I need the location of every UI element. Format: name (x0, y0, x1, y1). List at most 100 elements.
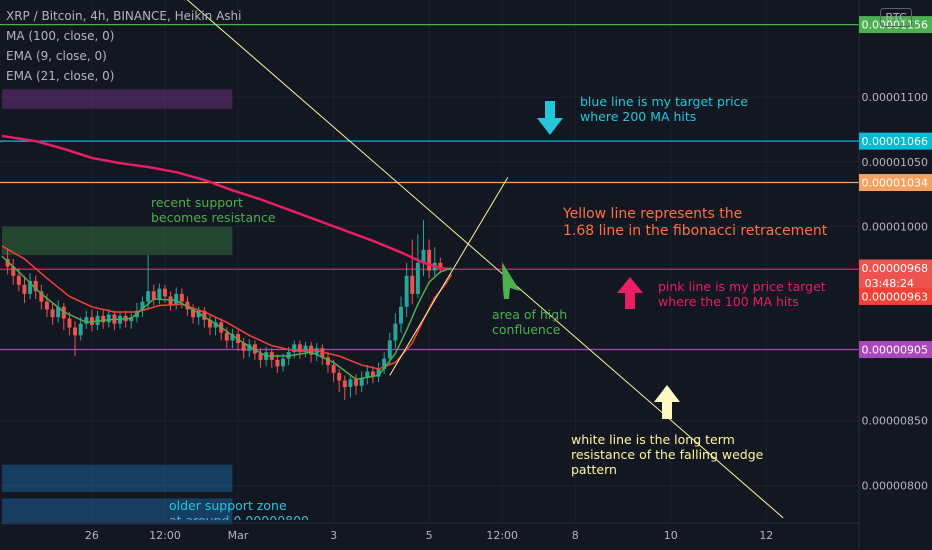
candle-body (281, 358, 285, 367)
candle-body (415, 262, 420, 294)
y-tick-label: 0.00001100 (862, 91, 928, 104)
x-tick-label: 10 (664, 529, 678, 542)
price-tag-last-price (859, 259, 932, 292)
ema21-legend[interactable]: EMA (21, close, 0) (6, 69, 115, 83)
price-tag-purple-label: 0.00000905 (862, 344, 928, 357)
candle-body (359, 378, 364, 386)
candle-body (275, 359, 280, 367)
candle-body (78, 323, 83, 336)
ema21-line (1, 245, 453, 370)
x-tick-label: 5 (426, 529, 433, 542)
candle-body (438, 262, 443, 268)
yellow-line-note: Yellow line represents the 1.68 line in … (563, 206, 828, 239)
price-tag-blue (859, 132, 932, 150)
price-tag-green (859, 16, 932, 34)
white-up-arrow-icon (654, 385, 680, 419)
candle-body (56, 306, 61, 318)
candle-body (387, 340, 392, 359)
candle-body (427, 249, 432, 271)
older-support-note: older support zone at around 0.00000800 (169, 498, 309, 520)
candle-body (151, 291, 156, 300)
candle-body (162, 288, 167, 297)
x-tick-label: 12:00 (486, 529, 518, 542)
symbol-title[interactable]: XRP / Bitcoin, 4h, BINANCE, Heikin Ashi (6, 9, 242, 23)
support-note: recent support becomes resistance (151, 195, 276, 225)
candle-body (230, 333, 235, 341)
x-tick-label: 12 (759, 529, 773, 542)
candle-body (370, 371, 375, 377)
candle-body (106, 314, 111, 323)
candle-body (5, 258, 10, 267)
white-resistance-line (187, 0, 784, 519)
candle-body (174, 293, 179, 305)
candle-body (331, 365, 336, 373)
ema9-line (1, 255, 452, 381)
currency-badge[interactable]: BTC (880, 8, 912, 27)
candle-body (16, 275, 21, 285)
candle-body (404, 275, 409, 307)
candle-body (84, 317, 89, 324)
candle-body (39, 291, 44, 302)
candle-body (213, 322, 218, 328)
candle-body (421, 249, 426, 263)
ema9-legend[interactable]: EMA (9, close, 0) (6, 49, 107, 63)
candle-body (73, 327, 78, 336)
candle-body (337, 372, 342, 381)
older-zone (2, 498, 233, 525)
price-tag-last-price-label: 0.00000968 (862, 262, 928, 275)
candle-body (140, 301, 145, 311)
candle-body (393, 323, 398, 341)
candle-body (241, 343, 246, 351)
candle-body (157, 288, 162, 300)
candle-body (44, 301, 49, 310)
confluence-note: area of high confluence (492, 307, 568, 337)
price-tag-orange-label: 0.00001034 (862, 177, 928, 190)
candle-body (224, 332, 229, 341)
pink-line-note: pink line is my price target where the 1… (658, 279, 826, 309)
y-tick-label: 0.00000850 (862, 415, 928, 428)
candle-body (50, 309, 55, 318)
candle-body (33, 280, 38, 292)
white-line-note: white line is the long term resistance o… (571, 432, 764, 477)
x-tick-label: 8 (572, 529, 579, 542)
x-tick-label: 3 (330, 529, 337, 542)
price-tag-ema21-price (859, 287, 932, 305)
candle-body (292, 344, 297, 353)
candle-body (303, 345, 308, 353)
ma100-line (1, 134, 452, 271)
blue-down-arrow-icon (537, 101, 563, 135)
candle-body (348, 379, 353, 388)
candle-body (101, 315, 106, 323)
candle-body (376, 368, 381, 377)
candle-body (399, 306, 404, 324)
pink-up-arrow-icon (617, 277, 643, 309)
x-tick-label: Mar (228, 529, 249, 542)
y-tick-label: 0.00001050 (862, 156, 928, 169)
candle-body (28, 280, 33, 294)
candle-body (382, 358, 387, 369)
candle-body (67, 318, 72, 328)
yellow-support-line (389, 177, 509, 376)
candle-body (202, 310, 207, 320)
blue-zone (2, 464, 233, 492)
ma100-legend[interactable]: MA (100, close, 0) (6, 29, 115, 43)
candle-body (410, 275, 415, 294)
x-tick-label: 26 (85, 529, 99, 542)
x-tick-label: 12:00 (149, 529, 181, 542)
price-tag-orange (859, 174, 932, 192)
price-tag-ema21-price-label: 0.00000963 (862, 290, 928, 303)
candle-body (207, 319, 212, 328)
green-zone (2, 226, 233, 256)
price-tag-last-price-countdown: 03:48:24 (865, 277, 914, 290)
candle-body (342, 380, 347, 388)
candle-body (365, 371, 370, 379)
candle-body (247, 344, 252, 351)
y-tick-label: 0.00000800 (862, 479, 928, 492)
candle-body (11, 266, 16, 276)
y-tick-label: 0.00001000 (862, 221, 928, 234)
price-tag-blue-label: 0.00001066 (862, 135, 928, 148)
candle-body (258, 353, 263, 360)
price-tag-purple (859, 341, 932, 359)
candle-body (179, 293, 184, 302)
